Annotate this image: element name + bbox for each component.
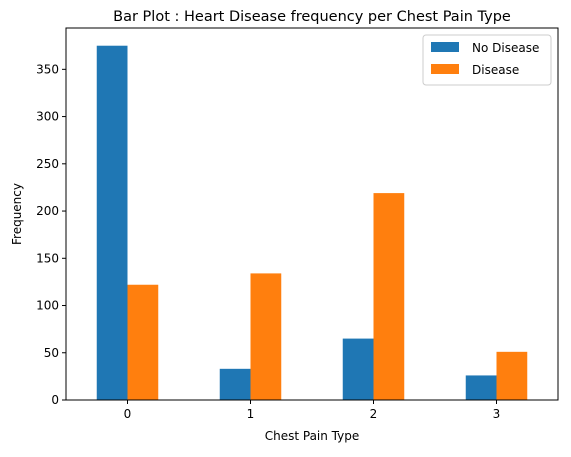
- y-tick-label: 50: [44, 346, 59, 360]
- x-tick-label: 0: [124, 407, 132, 421]
- y-tick-label: 300: [36, 110, 59, 124]
- legend-label-disease: Disease: [472, 63, 519, 77]
- bar-disease-0: [127, 284, 159, 400]
- x-axis-label: Chest Pain Type: [265, 429, 360, 443]
- bar-no-disease-2: [342, 338, 374, 400]
- legend-label-no-disease: No Disease: [472, 41, 539, 55]
- bar-no-disease-0: [96, 45, 128, 401]
- y-tick-label: 0: [51, 393, 59, 407]
- plot-frame: [65, 27, 559, 401]
- y-axis-label: Frequency: [10, 183, 24, 245]
- bar-disease-2: [373, 193, 405, 400]
- legend-swatch-no-disease: [431, 42, 459, 52]
- x-tick-label: 2: [370, 407, 378, 421]
- y-axis: 0 50 100 150 200 250 300 350: [36, 62, 66, 407]
- x-axis: 0 1 2 3: [124, 400, 501, 421]
- legend: No Disease Disease: [422, 34, 552, 86]
- bars-layer: [96, 45, 528, 401]
- legend-swatch-disease: [431, 64, 459, 74]
- bar-disease-3: [496, 351, 528, 400]
- x-tick-label: 3: [493, 407, 501, 421]
- x-tick-label: 1: [247, 407, 255, 421]
- chart-title: Bar Plot : Heart Disease frequency per C…: [113, 9, 511, 25]
- y-tick-label: 100: [36, 299, 59, 313]
- y-tick-label: 350: [36, 62, 59, 76]
- bar-disease-1: [250, 273, 282, 400]
- bar-no-disease-3: [465, 375, 497, 400]
- bar-no-disease-1: [219, 368, 251, 400]
- y-tick-label: 150: [36, 251, 59, 265]
- y-tick-label: 200: [36, 204, 59, 218]
- y-tick-label: 250: [36, 157, 59, 171]
